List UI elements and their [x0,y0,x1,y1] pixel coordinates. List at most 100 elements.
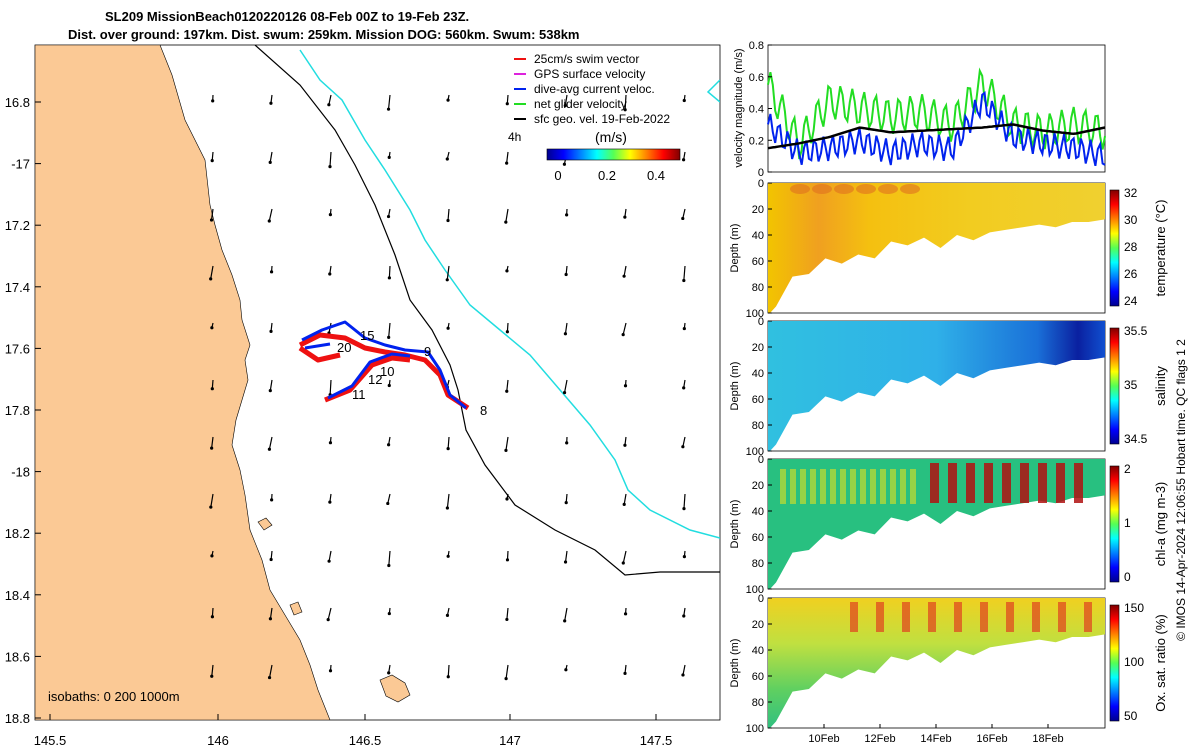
oxy-patch [850,602,858,632]
depth-tick-label: 20 [752,342,764,354]
arrow-head [387,671,391,675]
arrow-head [445,157,449,161]
arrow-head [268,617,273,621]
colorbar-tick-label: 30 [1124,213,1138,227]
colorbar-tick-label: 28 [1124,240,1138,254]
warm-patch [790,184,810,194]
colorbar-label: chl-a (mg m-3) [1153,482,1168,567]
surface-velocity-arrow [328,94,332,105]
latitude-ticks: 16.8 -17 17.2 17.4 17.6 17.8 -18 18.2 18.4 18.6 18… [5,95,41,726]
chl-patch [790,469,796,504]
legend-label: sfc geo. vel. 19-Feb-2022 [534,112,670,126]
colorbar-tick-label: 32 [1124,186,1138,200]
depth-tick-label: 40 [752,368,764,380]
arrow-head [564,668,568,672]
arrow-head [270,726,273,729]
surface-velocity-arrow [566,722,567,731]
colorbar-label: Ox. sat. ratio (%) [1153,614,1168,712]
arrow-head [562,162,567,166]
arrow-head [623,108,627,112]
arrow-head [446,675,450,679]
track-day-label: 9 [424,344,431,359]
surface-velocity-arrow [446,493,450,509]
depth-tick-label: 60 [752,256,764,268]
depth-axis-label: Depth (m) [729,224,741,273]
colorbar-tick-label: 24 [1124,294,1138,308]
colorbar-tick-label: 2 [1124,462,1131,476]
arrow-head [327,103,331,107]
colorbar-tick: 0.2 [598,168,616,183]
arrow-head [446,98,450,102]
colorbar-title: (m/s) [595,129,627,145]
isobath-1000m [299,49,720,539]
arrow-head [269,270,274,274]
depth-tick-label: 40 [752,645,764,657]
depth-tick-label: 20 [752,480,764,492]
latitude-tick-label: 16.8 [5,95,30,110]
arrow-head [446,218,450,223]
depth-axis-label: Depth (m) [729,362,741,411]
velocity-panel: 0 0.2 0.4 0.6 0.8 velocity magnitude (m/s) [733,40,1106,179]
surface-velocity-arrow [328,550,332,562]
isobath-1000m-edge [706,79,720,103]
date-tick-label: 18Feb [1032,733,1063,745]
arrow-head [209,218,214,222]
surface-velocity-arrow [211,436,214,449]
arrow-head [682,555,686,559]
arrow-head [682,278,686,283]
arrow-head [209,505,213,509]
track-day-label: 11 [352,387,366,402]
chl-patch [800,469,806,504]
surface-velocity-arrow [622,322,627,335]
longitude-tick-label: 146.5 [349,733,382,748]
surface-velocity-arrow [505,208,509,223]
arrow-head [563,332,568,336]
arrow-head [565,729,568,732]
surface-velocity-arrow [682,208,686,219]
surface-velocity-arrow [683,493,686,509]
date-tick-label: 12Feb [864,733,895,745]
surface-velocity-arrow [447,664,450,677]
arrow-head [446,735,449,738]
surface-velocity-arrow [564,550,568,563]
depth-tick-label: 0 [758,316,764,328]
section-colorbar [1109,327,1120,445]
surface-velocity-arrow [684,722,685,737]
surface-velocity-arrow [388,265,391,278]
latitude-tick-label: -17 [11,157,30,172]
arrow-head [504,676,508,681]
velocity-y-tick-label: 0.8 [749,40,764,52]
chl-patch [984,463,993,503]
surface-velocity-arrow [446,265,450,280]
surface-velocity-arrow [624,94,627,110]
colorbar-tick-label: 35 [1124,378,1138,392]
surface-velocity-arrow [624,722,626,733]
arrow-head [387,155,391,159]
arrow-head [269,557,273,562]
depth-tick-label: 60 [752,394,764,406]
depth-tick-label: 100 [746,308,764,320]
depth-tick-label: 20 [752,204,764,216]
legend-label: 25cm/s swim vector [534,52,639,66]
arrow-head [387,383,391,388]
arrow-head [623,731,626,734]
arrow-head [267,675,272,680]
surface-velocity-arrow [682,436,686,447]
depth-tick-label: 80 [752,697,764,709]
arrow-head [387,335,391,339]
latitude-tick-label: 18.4 [5,588,30,603]
land-mass [35,45,331,720]
latitude-tick-label: 17.8 [5,403,30,418]
colorbar-tick-label: 0 [1124,570,1131,584]
warm-patch [856,184,876,194]
colorbar-label: temperature (°C) [1153,200,1168,297]
surface-velocity-arrow [268,664,273,678]
surface-velocity-arrow [387,94,391,110]
arrow-head [445,613,450,617]
arrow-head [564,272,568,277]
surface-velocity-arrow [564,607,568,621]
latitude-tick-label: 17.4 [5,280,30,295]
arrow-head [681,673,685,677]
arrow-head [505,617,509,622]
colorbar-tick-label: 26 [1124,267,1138,281]
